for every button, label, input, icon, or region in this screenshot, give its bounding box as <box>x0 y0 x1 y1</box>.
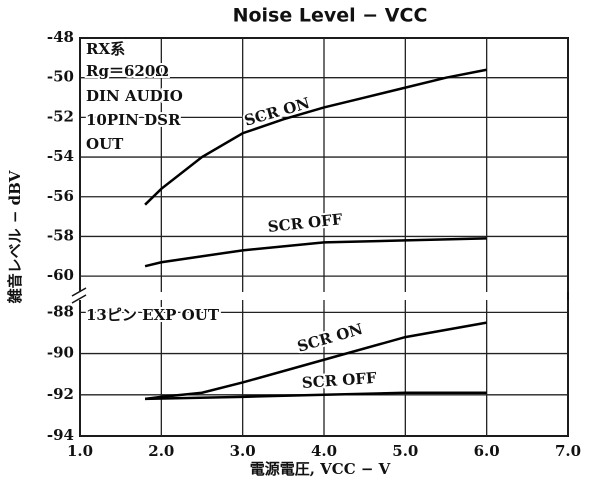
annotation: RX系 <box>86 40 125 58</box>
x-axis-label: 電源電圧, VCC − V <box>250 460 391 478</box>
axis-break <box>71 294 87 304</box>
y-tick-label: -54 <box>47 147 74 165</box>
axis-break-gap <box>60 292 90 300</box>
y-tick-label: -94 <box>47 426 74 444</box>
y-axis-label: 雑音レベル − dBV <box>6 170 24 304</box>
series-line <box>145 391 487 401</box>
y-tick-label: -90 <box>47 344 74 362</box>
annotation: Rg＝620Ω <box>86 62 169 80</box>
series-label: SCR OFF <box>267 210 344 236</box>
annotation: OUT <box>86 135 124 153</box>
y-tick-label: -88 <box>47 302 74 320</box>
annotation: 10PIN DSR <box>86 111 181 129</box>
y-tick-label: -52 <box>47 107 74 125</box>
y-tick-label: -92 <box>47 385 74 403</box>
series-label: SCR OFF <box>301 369 377 392</box>
annotation: DIN AUDIO <box>86 87 183 105</box>
series-line <box>144 321 487 401</box>
series-line <box>144 68 487 206</box>
y-tick-label: -56 <box>47 187 74 205</box>
x-tick-label: 3.0 <box>230 442 256 460</box>
annotation: 13ピン EXP OUT <box>86 306 220 324</box>
x-tick-label: 7.0 <box>555 442 581 460</box>
x-tick-label: 4.0 <box>311 442 337 460</box>
x-tick-label: 1.0 <box>67 442 93 460</box>
y-tick-label: -48 <box>47 28 74 46</box>
axis-break <box>71 287 87 297</box>
y-tick-label: -60 <box>47 266 74 284</box>
y-tick-label: -50 <box>47 68 74 86</box>
x-tick-label: 6.0 <box>474 442 500 460</box>
x-tick-label: 2.0 <box>148 442 174 460</box>
series-line <box>144 237 487 268</box>
chart-title: Noise Level − VCC <box>233 5 428 27</box>
y-tick-label: -58 <box>47 226 74 244</box>
x-tick-label: 5.0 <box>392 442 418 460</box>
series-label: SCR ON <box>242 94 312 130</box>
